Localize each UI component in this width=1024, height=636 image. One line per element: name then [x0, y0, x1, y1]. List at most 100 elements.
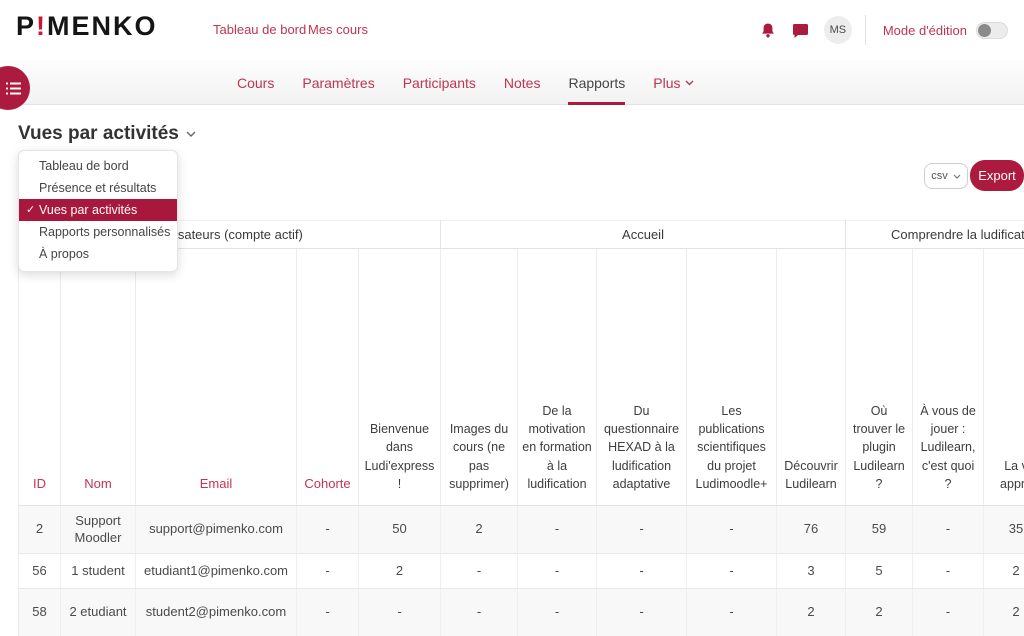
export-button[interactable]: Export — [970, 160, 1024, 191]
cell-views: 59 — [845, 505, 914, 554]
tab-rapports[interactable]: Rapports — [568, 60, 626, 105]
menu-item-label: Vues par activités — [39, 203, 138, 217]
activities-views-table-container: Utilisateurs (compte actif) Accueil Comp… — [18, 220, 1024, 636]
column-header-motivation: De la motivation en formation à la ludif… — [522, 403, 592, 491]
group-header-comprendre: Comprendre la ludification — [845, 220, 1024, 249]
cell-views: - — [517, 505, 597, 554]
pimenko-logo[interactable]: P!MENKO — [16, 11, 158, 42]
logo-text-post: MENKO — [47, 11, 158, 41]
cell-views: - — [358, 588, 441, 636]
header-divider — [864, 15, 866, 45]
export-format-value: csv — [931, 170, 948, 182]
edit-mode-toggle[interactable] — [976, 21, 1008, 39]
cell-views: 2 — [983, 588, 1024, 636]
menu-item-rapports-personnalises[interactable]: Rapports personnalisés — [39, 225, 171, 239]
cell-nom: Support Moodler — [60, 505, 136, 554]
cell-views: - — [912, 505, 985, 554]
cell-views: - — [912, 553, 985, 589]
tab-plus[interactable]: Plus — [653, 60, 693, 105]
cell-views: - — [596, 588, 687, 636]
cell-views: 2 — [776, 588, 847, 636]
cell-views: 2 — [983, 553, 1024, 589]
cell-views: 2 — [845, 588, 914, 636]
cell-views: 3 — [776, 553, 847, 589]
cell-views: - — [517, 553, 597, 589]
cell-views: - — [596, 553, 687, 589]
column-header-clipped: La v appre — [1000, 458, 1024, 491]
column-header-row: ID Nom Email Cohorte Bienvenue dans Ludi… — [18, 248, 1024, 506]
cell-views: 2 — [358, 553, 441, 589]
column-header-decouvrir-ludilearn: Découvrir Ludilearn — [784, 458, 838, 491]
sort-header-email[interactable]: Email — [199, 476, 233, 491]
column-header-bienvenue: Bienvenue dans Ludi'express ! — [364, 422, 435, 491]
cell-views: - — [912, 588, 985, 636]
cell-views: - — [686, 553, 777, 589]
logo-text-pre: P — [16, 11, 37, 41]
list-icon — [6, 82, 21, 94]
cell-views: - — [440, 553, 518, 589]
cell-id: 56 — [18, 553, 61, 589]
cell-cohorte: - — [296, 505, 359, 554]
menu-item-presence-resultats[interactable]: Présence et résultats — [39, 181, 157, 195]
cell-email: student2@pimenko.com — [135, 588, 297, 636]
check-icon: ✓ — [26, 204, 36, 216]
cell-nom: 2 etudiant — [60, 588, 136, 636]
cell-cohorte: - — [296, 588, 359, 636]
cell-id: 58 — [18, 588, 61, 636]
edit-mode-control: Mode d'édition — [879, 21, 1012, 39]
activities-views-table: Utilisateurs (compte actif) Accueil Comp… — [18, 220, 1024, 636]
group-header-accueil: Accueil — [440, 220, 847, 249]
page-title: Vues par activités — [18, 123, 179, 144]
cell-views: - — [596, 505, 687, 554]
column-header-questionnaire-hexad: Du questionnaire HEXAD à la ludification… — [603, 403, 680, 491]
top-bar: P!MENKO Tableau de bord Mes cours MS Mod… — [0, 0, 1024, 60]
notifications-bell-icon[interactable] — [758, 20, 778, 40]
chevron-down-icon — [685, 80, 693, 85]
table-row: 58 2 etudiant student2@pimenko.com - - -… — [18, 588, 1024, 636]
cell-views: 76 — [776, 505, 847, 554]
column-header-a-vous-de-jouer: À vous de jouer : Ludilearn, c'est quoi … — [920, 403, 976, 491]
cell-id: 2 — [18, 505, 61, 554]
sort-header-id[interactable]: ID — [33, 476, 46, 491]
cell-views: 50 — [358, 505, 441, 554]
sort-header-cohorte[interactable]: Cohorte — [304, 476, 351, 491]
report-dropdown-menu: Tableau de bord Présence et résultats ✓ … — [18, 150, 178, 272]
chevron-down-icon — [953, 174, 961, 179]
column-header-ou-trouver-plugin: Où trouver le plugin Ludilearn ? — [852, 403, 906, 491]
menu-item-vues-par-activites[interactable]: ✓ Vues par activités — [19, 199, 177, 221]
tab-cours[interactable]: Cours — [237, 74, 275, 91]
column-header-publications: Les publications scientifiques du projet… — [695, 403, 768, 491]
report-selector-trigger[interactable]: Vues par activités — [18, 123, 196, 145]
export-format-select[interactable]: csv — [924, 163, 968, 189]
table-row: 56 1 student etudiant1@pimenko.com - 2 -… — [18, 553, 1024, 589]
logo-exclamation: ! — [36, 11, 48, 41]
chevron-down-icon — [186, 131, 196, 137]
cell-email: etudiant1@pimenko.com — [135, 553, 297, 589]
cell-views: 2 — [440, 505, 518, 554]
menu-item-tableau-de-bord[interactable]: Tableau de bord — [39, 159, 129, 173]
nav-link-my-courses[interactable]: Mes cours — [308, 22, 368, 37]
messages-icon[interactable] — [791, 20, 811, 40]
tab-participants[interactable]: Participants — [402, 74, 476, 91]
sort-header-nom[interactable]: Nom — [84, 476, 112, 491]
tab-plus-label: Plus — [653, 74, 681, 91]
cell-nom: 1 student — [60, 553, 136, 589]
group-header-row: Utilisateurs (compte actif) Accueil Comp… — [18, 220, 1024, 249]
cell-views: - — [686, 505, 777, 554]
cell-email: support@pimenko.com — [135, 505, 297, 554]
nav-link-dashboard[interactable]: Tableau de bord — [213, 22, 307, 37]
user-avatar[interactable]: MS — [823, 16, 852, 44]
edit-mode-label: Mode d'édition — [882, 22, 967, 38]
cell-views: 5 — [845, 553, 914, 589]
menu-item-a-propos[interactable]: À propos — [39, 247, 90, 261]
tab-notes[interactable]: Notes — [503, 74, 541, 91]
course-nav-strip — [0, 60, 1024, 105]
cell-views: 35 — [983, 505, 1024, 554]
cell-views: - — [517, 588, 597, 636]
course-tabs: Cours Paramètres Participants Notes Rapp… — [237, 60, 694, 105]
cell-views: - — [440, 588, 518, 636]
top-right-cluster: MS Mode d'édition — [758, 0, 1012, 60]
column-header-images-cours: Images du cours (ne pas supprimer) — [449, 422, 509, 491]
tab-parametres[interactable]: Paramètres — [302, 74, 375, 91]
cell-views: - — [686, 588, 777, 636]
